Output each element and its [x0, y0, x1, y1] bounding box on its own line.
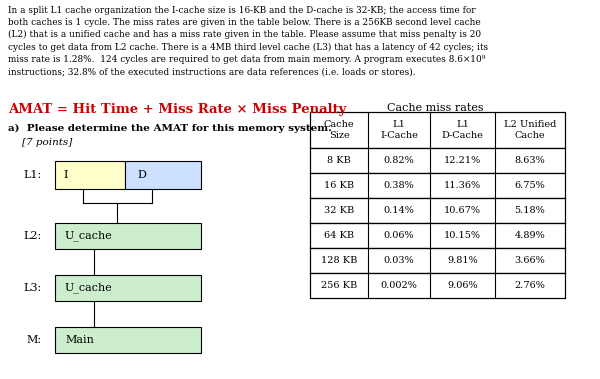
Text: 32 KB: 32 KB — [324, 206, 354, 215]
Text: Main: Main — [65, 335, 94, 345]
Text: 5.18%: 5.18% — [515, 206, 545, 215]
FancyBboxPatch shape — [310, 148, 565, 173]
Text: a)  Please determine the AMAT for this memory system.: a) Please determine the AMAT for this me… — [8, 124, 332, 133]
Text: 11.36%: 11.36% — [444, 181, 481, 190]
Text: U_cache: U_cache — [65, 231, 113, 241]
Text: 0.14%: 0.14% — [383, 206, 415, 215]
Text: 10.67%: 10.67% — [444, 206, 481, 215]
Text: Cache miss rates: Cache miss rates — [386, 103, 484, 113]
Text: 6.75%: 6.75% — [515, 181, 545, 190]
Text: Cache
Size: Cache Size — [323, 120, 355, 140]
FancyBboxPatch shape — [310, 223, 565, 248]
Text: 12.21%: 12.21% — [444, 156, 481, 165]
Text: U_cache: U_cache — [65, 283, 113, 293]
Text: 3.66%: 3.66% — [515, 256, 545, 265]
Text: 9.81%: 9.81% — [447, 256, 478, 265]
FancyBboxPatch shape — [55, 161, 125, 189]
FancyBboxPatch shape — [310, 198, 565, 223]
Text: 64 KB: 64 KB — [324, 231, 354, 240]
Text: [7 points]: [7 points] — [22, 138, 72, 147]
Text: D: D — [137, 170, 146, 180]
Text: 9.06%: 9.06% — [447, 281, 478, 290]
FancyBboxPatch shape — [310, 173, 565, 198]
Text: 16 KB: 16 KB — [324, 181, 354, 190]
FancyBboxPatch shape — [55, 223, 201, 249]
Text: 256 KB: 256 KB — [321, 281, 357, 290]
FancyBboxPatch shape — [55, 327, 201, 353]
Text: L2 Unified
Cache: L2 Unified Cache — [504, 120, 556, 140]
Text: 2.76%: 2.76% — [515, 281, 545, 290]
Text: In a split L1 cache organization the I-cache size is 16-KB and the D-cache is 32: In a split L1 cache organization the I-c… — [8, 6, 488, 76]
Text: L1:: L1: — [24, 170, 42, 180]
Text: 0.38%: 0.38% — [383, 181, 415, 190]
Text: L1
I-Cache: L1 I-Cache — [380, 120, 418, 140]
Text: AMAT = Hit Time + Miss Rate × Miss Penalty: AMAT = Hit Time + Miss Rate × Miss Penal… — [8, 103, 346, 116]
Text: 0.002%: 0.002% — [380, 281, 418, 290]
Text: 10.15%: 10.15% — [444, 231, 481, 240]
Text: L2:: L2: — [24, 231, 42, 241]
Text: L3:: L3: — [24, 283, 42, 293]
Text: 8 KB: 8 KB — [327, 156, 351, 165]
Text: 0.82%: 0.82% — [383, 156, 415, 165]
Text: M:: M: — [27, 335, 42, 345]
FancyBboxPatch shape — [125, 161, 201, 189]
Text: 0.06%: 0.06% — [383, 231, 415, 240]
FancyBboxPatch shape — [310, 112, 565, 148]
FancyBboxPatch shape — [310, 273, 565, 298]
Text: 4.89%: 4.89% — [515, 231, 545, 240]
FancyBboxPatch shape — [55, 275, 201, 301]
Text: I: I — [63, 170, 67, 180]
Text: 0.03%: 0.03% — [383, 256, 415, 265]
Text: 8.63%: 8.63% — [515, 156, 545, 165]
FancyBboxPatch shape — [310, 248, 565, 273]
Text: 128 KB: 128 KB — [321, 256, 357, 265]
Text: L1
D-Cache: L1 D-Cache — [442, 120, 484, 140]
